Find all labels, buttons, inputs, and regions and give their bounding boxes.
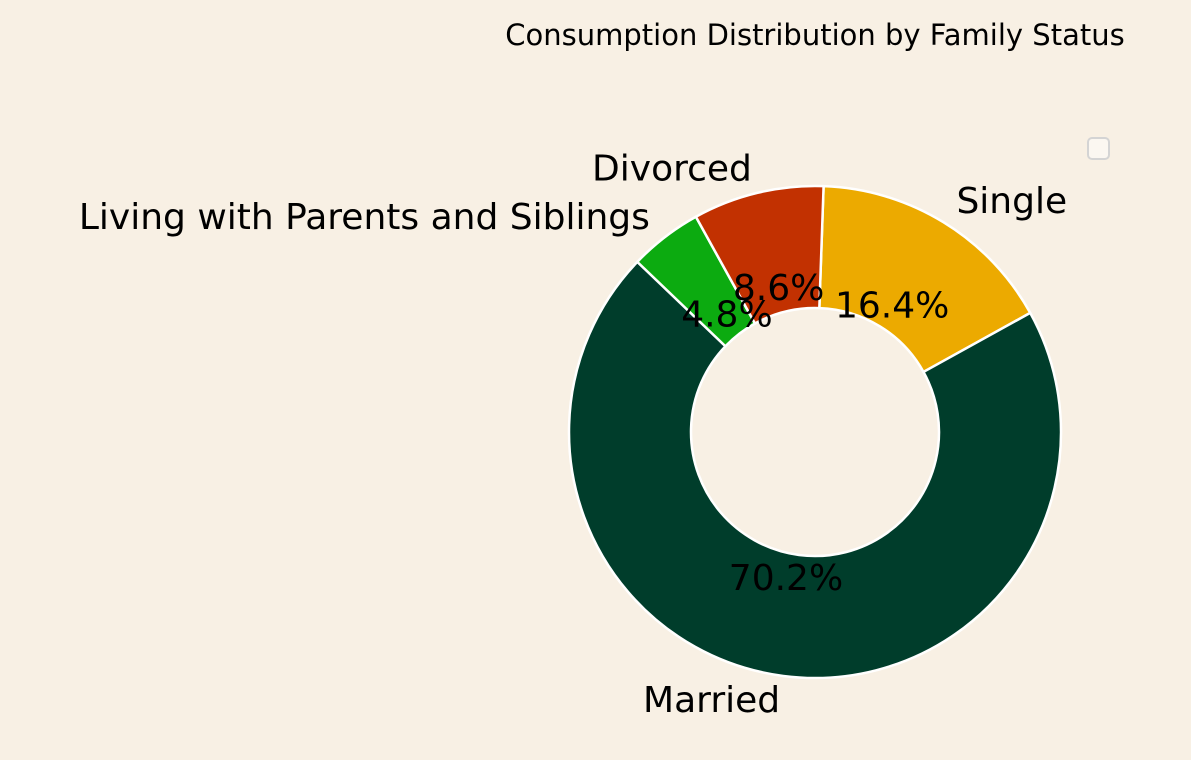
- slice-single: [818, 184, 1032, 374]
- pct-label-single: 16.4%: [835, 286, 949, 327]
- slice-divorced: [694, 184, 825, 325]
- legend-box: [1087, 137, 1110, 160]
- slice-label-divorced: Divorced: [592, 148, 752, 189]
- slice-label-single: Single: [956, 181, 1067, 222]
- slice-married: [567, 260, 1063, 680]
- slice-label-married: Married: [643, 680, 780, 721]
- slices-group: [567, 184, 1063, 680]
- chart-title: Consumption Distribution by Family Statu…: [505, 18, 1124, 52]
- labels-group: Single 16.4% Married 70.2% Living with Paren…: [79, 148, 1067, 720]
- slice-label-living-with-parents-and-siblings: Living with Parents and Siblings: [79, 197, 650, 238]
- pct-label-divorced: 8.6%: [733, 268, 824, 309]
- pct-label-married: 70.2%: [729, 558, 843, 599]
- pct-label-living-with-parents-and-siblings: 4.8%: [681, 295, 772, 336]
